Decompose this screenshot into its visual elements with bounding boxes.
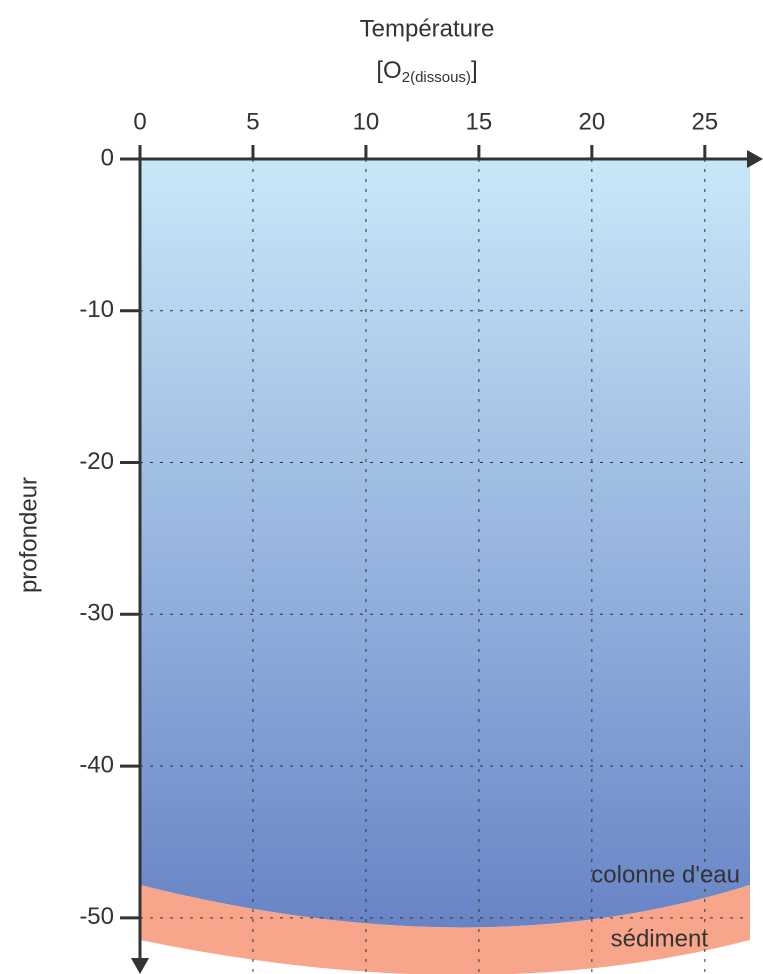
y-axis-arrow — [131, 958, 149, 974]
y-tick-label: -20 — [79, 448, 114, 475]
subtitle-open: [O — [376, 57, 401, 84]
y-tick-label: -40 — [79, 751, 114, 778]
x-tick-label: 25 — [691, 108, 718, 135]
sediment — [140, 885, 750, 974]
y-tick-label: -50 — [79, 903, 114, 930]
water-column — [140, 159, 750, 928]
annotation: sédiment — [611, 925, 709, 952]
subtitle-sub: 2(dissous) — [402, 69, 471, 86]
x-tick-label: 10 — [353, 108, 380, 135]
annotation: colonne d'eau — [591, 861, 740, 888]
subtitle-close: ] — [471, 57, 478, 84]
x-tick-label: 20 — [579, 108, 606, 135]
chart-subtitle: [O2(dissous)] — [376, 57, 477, 86]
chart-title: Température — [360, 15, 495, 42]
y-axis-label: profondeur — [15, 477, 42, 593]
y-tick-label: 0 — [101, 144, 114, 171]
x-tick-label: 0 — [133, 108, 146, 135]
y-tick-label: -10 — [79, 296, 114, 323]
x-tick-label: 5 — [246, 108, 259, 135]
x-tick-label: 15 — [466, 108, 493, 135]
x-axis-arrow — [747, 150, 763, 168]
y-tick-label: -30 — [79, 600, 114, 627]
